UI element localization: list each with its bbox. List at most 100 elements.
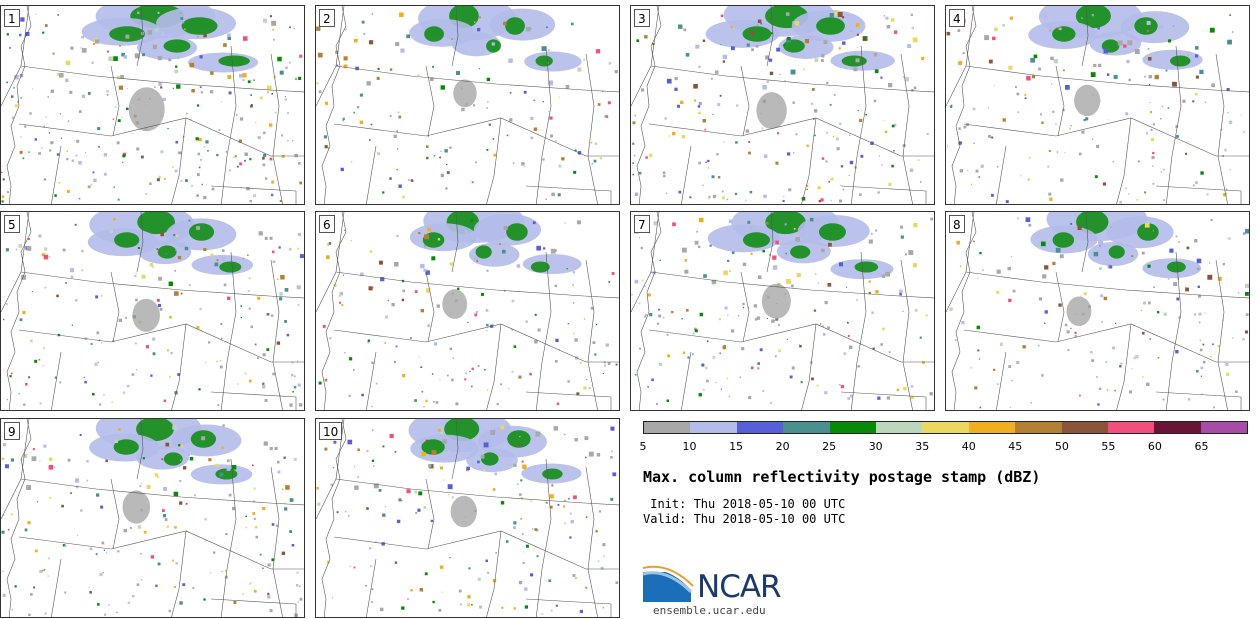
reflectivity-cell <box>200 91 203 94</box>
reflectivity-cell <box>191 88 195 93</box>
reflectivity-cell <box>1195 75 1199 79</box>
reflectivity-cell <box>276 278 279 280</box>
reflectivity-cell <box>757 362 760 365</box>
reflectivity-cell <box>20 459 23 461</box>
reflectivity-cell <box>330 483 334 487</box>
reflectivity-cell <box>175 249 177 251</box>
reflectivity-cell <box>1152 182 1155 185</box>
reflectivity-cell <box>143 17 145 19</box>
reflectivity-cell <box>698 161 701 165</box>
reflectivity-cell <box>826 81 829 85</box>
reflectivity-cell <box>278 246 281 249</box>
precipitation-cluster <box>453 79 477 108</box>
reflectivity-cell <box>771 319 775 323</box>
reflectivity-cell <box>726 377 728 379</box>
reflectivity-cell <box>981 269 984 271</box>
state-boundary <box>6 6 32 204</box>
reflectivity-cell <box>649 313 653 317</box>
reflectivity-cell <box>518 375 522 379</box>
reflectivity-cell <box>436 304 440 308</box>
reflectivity-cell <box>225 533 228 535</box>
state-boundary <box>6 212 32 410</box>
reflectivity-cell <box>427 227 432 232</box>
reflectivity-cell <box>344 28 347 31</box>
reflectivity-cell <box>1038 67 1042 71</box>
reflectivity-cell <box>709 244 712 247</box>
reflectivity-cell <box>813 109 818 113</box>
reflectivity-cell <box>272 260 276 264</box>
reflectivity-cell <box>279 297 283 301</box>
colorbar-segment <box>829 422 876 433</box>
reflectivity-cell <box>14 74 19 80</box>
reflectivity-cell <box>678 24 683 29</box>
reflectivity-cell <box>517 483 519 485</box>
reflectivity-cell <box>408 179 410 181</box>
colorbar-tick-label: 60 <box>1147 440 1162 453</box>
reflectivity-cell <box>1149 338 1152 340</box>
reflectivity-cell <box>71 159 75 163</box>
precipitation-cluster <box>1074 84 1101 117</box>
reflectivity-cell <box>1172 25 1175 27</box>
reflectivity-cell <box>508 58 513 63</box>
reflectivity-cell <box>925 314 928 317</box>
reflectivity-cell <box>420 366 423 369</box>
reflectivity-cell <box>871 311 874 314</box>
reflectivity-cell <box>250 104 253 108</box>
reflectivity-cell <box>280 275 285 280</box>
precipitation-core <box>157 245 177 259</box>
reflectivity-cell <box>746 43 750 47</box>
reflectivity-cell <box>135 298 138 302</box>
reflectivity-cell <box>366 449 369 453</box>
state-boundary <box>840 391 927 410</box>
reflectivity-cell <box>554 140 557 142</box>
reflectivity-cell <box>843 352 847 356</box>
reflectivity-cell <box>827 282 832 287</box>
reflectivity-cell <box>78 161 82 165</box>
reflectivity-cell <box>343 56 348 61</box>
reflectivity-cell <box>361 20 365 24</box>
reflectivity-cell <box>782 199 785 203</box>
reflectivity-cell <box>1199 339 1202 342</box>
state-boundary <box>425 478 435 550</box>
reflectivity-cell <box>266 348 270 351</box>
reflectivity-cell <box>420 308 424 313</box>
reflectivity-cell <box>1043 322 1046 324</box>
state-boundary <box>585 53 598 204</box>
reflectivity-cell <box>640 246 643 250</box>
reflectivity-cell <box>1146 20 1151 25</box>
reflectivity-cell <box>122 391 126 394</box>
reflectivity-cell <box>1125 112 1129 116</box>
reflectivity-cell <box>1090 351 1093 354</box>
reflectivity-cell <box>32 88 34 90</box>
reflectivity-cell <box>196 104 200 107</box>
reflectivity-cell <box>903 76 905 78</box>
reflectivity-cell <box>221 249 225 252</box>
reflectivity-cell <box>979 406 982 409</box>
reflectivity-cell <box>1049 29 1052 32</box>
reflectivity-cell <box>78 197 81 200</box>
reflectivity-cell <box>471 181 474 184</box>
reflectivity-cell <box>23 403 26 406</box>
reflectivity-cell <box>1031 75 1035 79</box>
state-boundary <box>535 45 552 204</box>
colorbar-tick-label: 5 <box>639 440 647 453</box>
reflectivity-cell <box>847 397 850 400</box>
reflectivity-cell <box>579 609 584 614</box>
reflectivity-cell <box>1030 57 1035 63</box>
reflectivity-cell <box>20 136 22 138</box>
reflectivity-cell <box>595 49 601 54</box>
reflectivity-cell <box>1040 241 1046 247</box>
reflectivity-cell <box>39 402 42 405</box>
reflectivity-cell <box>272 29 274 31</box>
reflectivity-cell <box>1229 14 1231 16</box>
reflectivity-cell <box>572 574 576 577</box>
reflectivity-cell <box>365 585 367 587</box>
reflectivity-cell <box>350 240 352 242</box>
reflectivity-cell <box>1167 39 1172 43</box>
reflectivity-cell <box>324 145 328 149</box>
reflectivity-cell <box>297 601 299 603</box>
reflectivity-cell <box>227 33 231 37</box>
reflectivity-cell <box>880 76 883 79</box>
reflectivity-cell <box>1038 297 1043 301</box>
reflectivity-cell <box>1207 274 1213 280</box>
